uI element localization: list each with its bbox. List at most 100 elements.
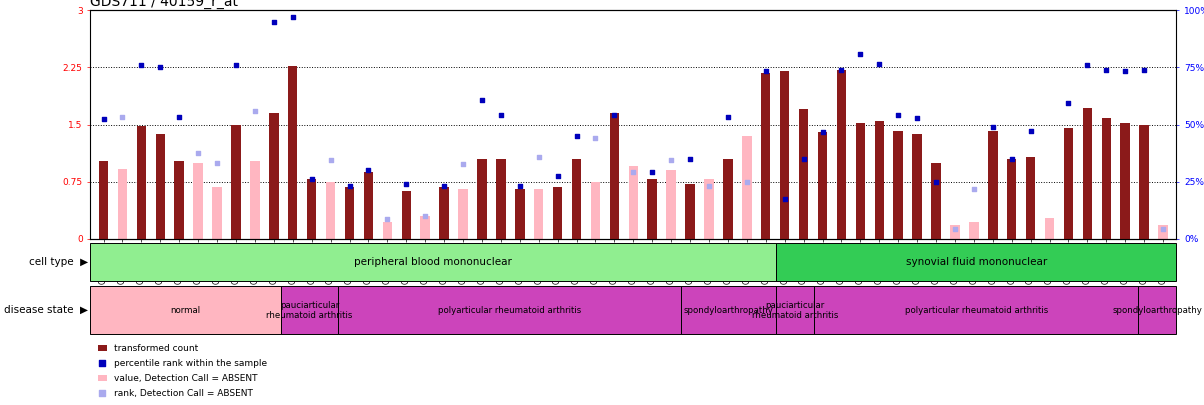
Bar [137,126,146,239]
Point [321,156,341,163]
Point [643,168,662,175]
Bar [761,72,771,239]
Bar [288,66,297,239]
Bar [99,161,108,239]
Bar [666,171,675,239]
Bar [231,125,241,239]
Point [302,176,321,183]
Point [1002,209,1021,215]
Bar [591,182,600,239]
Point [624,168,643,175]
Point [1021,128,1040,134]
Point [680,156,700,162]
Text: rank, Detection Call = ABSENT: rank, Detection Call = ABSENT [114,389,253,398]
Text: GDS711 / 40159_r_at: GDS711 / 40159_r_at [90,0,238,9]
Text: synovial fluid mononuclear: synovial fluid mononuclear [905,257,1047,267]
Bar [777,243,1176,281]
Bar [155,134,165,239]
Bar [118,169,128,239]
Bar [553,187,562,239]
Point [1134,66,1153,73]
Point [396,181,415,187]
Text: pauciarticular
rheumatoid arthritis: pauciarticular rheumatoid arthritis [752,301,838,320]
Bar [194,163,202,239]
Point [869,186,889,193]
Bar [969,222,979,239]
Bar [270,113,278,239]
Bar [1026,157,1035,239]
Bar [98,345,107,351]
Point [454,161,473,167]
Point [1097,66,1116,73]
Point [93,360,112,366]
Bar [1158,225,1168,239]
Point [869,60,889,67]
Bar [724,159,732,239]
Text: transformed count: transformed count [114,344,199,353]
Bar [383,222,393,239]
Point [945,226,964,232]
Text: spondyloarthropathy: spondyloarthropathy [684,306,773,315]
Text: pauciarticular
rheumatoid arthritis: pauciarticular rheumatoid arthritis [266,301,353,320]
Bar [1045,217,1055,239]
Bar [704,179,714,239]
Bar [799,109,808,239]
Point [93,390,112,396]
Point [661,157,680,164]
Bar [496,159,506,239]
Point [567,133,586,139]
Point [908,115,927,122]
Bar [874,121,884,239]
Point [1021,171,1040,177]
Bar [1139,125,1149,239]
Point [246,108,265,114]
Text: peripheral blood mononuclear: peripheral blood mononuclear [354,257,512,267]
Point [604,111,624,118]
Bar [1064,128,1073,239]
Point [510,182,530,189]
Bar [90,286,281,334]
Point [1153,226,1173,232]
Point [832,66,851,73]
Point [131,62,150,68]
Point [719,114,738,120]
Point [435,183,454,190]
Bar [837,70,846,239]
Point [700,182,719,189]
Point [793,156,813,162]
Bar [950,225,960,239]
Bar [344,187,354,239]
Point [359,167,378,174]
Point [491,111,510,118]
Point [756,68,775,75]
Point [472,97,491,103]
Bar [477,159,486,239]
Bar [818,132,827,239]
Bar [175,161,184,239]
Point [889,112,908,119]
Bar [459,190,467,239]
Point [189,149,208,156]
Point [94,116,113,122]
Text: spondyloarthropathy: spondyloarthropathy [1112,306,1202,315]
Point [586,135,606,141]
Bar [1082,108,1092,239]
Bar [533,190,543,239]
Point [775,196,795,202]
Text: polyarticular rheumatoid arthritis: polyarticular rheumatoid arthritis [904,306,1047,315]
Bar [681,286,777,334]
Text: normal: normal [171,306,201,315]
Text: disease state  ▶: disease state ▶ [4,305,88,315]
Bar [281,286,338,334]
Bar [988,131,997,239]
Bar [1138,286,1176,334]
Point [340,182,359,189]
Point [1078,62,1097,68]
Point [813,129,832,135]
Bar [1102,118,1111,239]
Point [926,179,945,185]
Point [226,62,246,68]
Point [170,114,189,120]
Bar [893,131,903,239]
Bar [401,191,411,239]
